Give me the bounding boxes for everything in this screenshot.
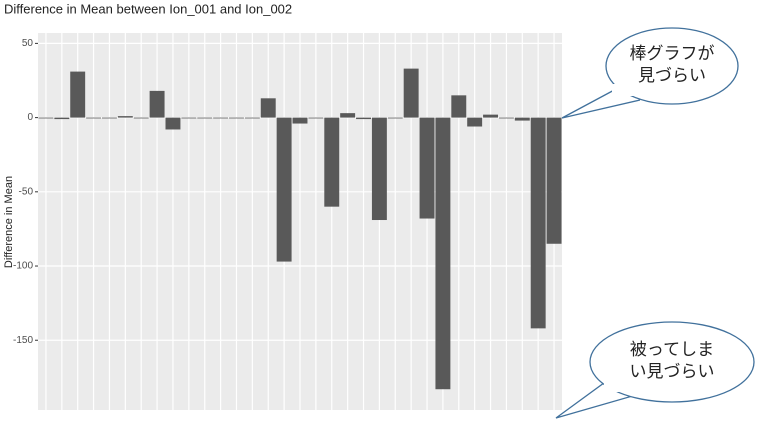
y-tick-label: -50 [19, 186, 34, 197]
bar [213, 117, 229, 119]
bar [229, 117, 244, 119]
bar [244, 117, 260, 119]
bar [181, 117, 197, 119]
y-axis-label: Difference in Mean [3, 176, 15, 268]
chart-title: Difference in Mean between Ion_001 and I… [4, 1, 292, 16]
grid [38, 33, 562, 410]
bar [70, 71, 86, 118]
callout-join [604, 378, 644, 392]
callout-join [612, 84, 652, 96]
bar [197, 117, 213, 119]
bar [292, 117, 308, 124]
bar [276, 117, 292, 262]
bar [387, 117, 403, 119]
bar [54, 117, 70, 120]
bar [403, 68, 419, 118]
y-tick-label: 50 [22, 38, 34, 49]
bar [101, 117, 117, 119]
bar [117, 116, 133, 118]
bar [133, 117, 149, 119]
bar [308, 117, 324, 119]
bar [483, 114, 499, 118]
bar [467, 117, 483, 127]
callout: 被ってしまい見づらい [555, 321, 755, 419]
bar [340, 113, 356, 118]
bar [260, 98, 276, 118]
bar [38, 117, 54, 119]
bar [435, 117, 451, 390]
bar [498, 117, 514, 119]
bar [419, 117, 435, 219]
bar [356, 117, 371, 120]
callout: 棒グラフが見づらい [561, 27, 739, 119]
bar [451, 95, 467, 118]
y-tick-label: -150 [13, 335, 33, 346]
bar [546, 117, 562, 244]
bar [165, 117, 181, 130]
y-tick-label: -100 [13, 261, 33, 272]
y-tick-label: 0 [27, 112, 33, 123]
bar [371, 117, 387, 221]
bar [514, 117, 530, 121]
bar [149, 90, 165, 118]
callout-text: 被ってしまい見づらい [630, 340, 715, 381]
bar [86, 117, 102, 119]
bar [324, 117, 340, 207]
callout-text: 棒グラフが見づらい [630, 44, 715, 85]
bar [530, 117, 546, 329]
